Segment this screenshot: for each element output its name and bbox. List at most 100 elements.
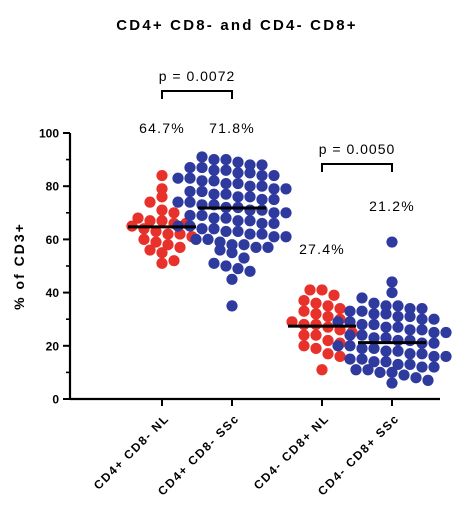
data-point [310,318,322,331]
data-point [232,225,244,238]
data-point [386,236,398,248]
data-point [256,217,268,230]
data-point [356,329,368,341]
y-axis-label: % of CD3+ [11,222,27,310]
data-point [322,334,334,347]
data-point [440,350,452,363]
data-point [298,294,310,307]
mean-label: 64.7% [139,120,185,136]
data-point [268,217,280,230]
data-point [428,313,440,325]
data-point [232,215,244,227]
data-point [404,348,416,360]
data-point [162,228,174,240]
data-point [416,313,428,325]
data-point [422,374,434,386]
data-point [144,196,156,208]
data-point [156,247,168,259]
data-point [334,302,346,315]
data-point [404,358,416,371]
data-point [256,159,268,171]
data-point [428,337,440,349]
y-tick-label: 20 [46,339,60,353]
data-point [132,212,144,224]
data-point [232,263,244,275]
data-point [410,372,422,384]
data-point [298,305,310,317]
data-point [262,241,274,253]
data-point [220,177,232,190]
data-point [332,340,344,352]
data-point [208,257,220,269]
data-point [156,204,168,216]
data-point [368,297,380,309]
data-point [244,167,256,179]
data-point [256,204,268,216]
data-point [226,247,238,259]
data-point [404,324,416,336]
p-value-label: p = 0.0050 [319,141,396,157]
data-point [304,284,316,296]
x-tick-label: CD4- CD8+ NL [251,411,332,492]
data-point [196,161,208,174]
data-point [226,273,238,285]
data-point [398,369,410,381]
data-point [196,209,208,222]
data-point [316,364,328,376]
data-point [380,345,392,357]
mean-labels: 64.7% 71.8% 27.4% 21.2% [139,120,414,257]
data-point [368,308,380,320]
data-point [392,321,404,333]
data-point [298,318,310,331]
data-point [416,348,428,360]
data-point [156,183,168,195]
data-point [232,167,244,179]
data-point [310,297,322,309]
data-point [416,302,428,315]
data-point [220,260,232,272]
p-value-brackets: p = 0.0072 p = 0.0050 [159,68,396,172]
data-point [214,236,226,248]
data-point [322,310,334,323]
data-point [150,225,162,238]
y-tick-label: 0 [52,393,59,407]
data-points [126,151,452,389]
data-point [172,172,184,184]
data-point [256,169,268,182]
data-point [250,241,262,253]
data-point [208,188,220,200]
data-point [380,356,392,368]
data-point [298,340,310,352]
data-point [428,350,440,363]
p-value-label: p = 0.0072 [159,68,236,84]
data-point [208,154,220,166]
data-point [368,332,380,344]
data-point [144,244,156,256]
data-point [344,340,356,352]
data-point [256,193,268,206]
data-point [386,366,398,378]
data-point [238,239,250,251]
chart-title: CD4+ CD8- and CD4- CD8+ [116,17,357,34]
mean-label: 27.4% [299,241,345,257]
data-point [322,348,334,360]
data-point [162,239,174,251]
data-point [380,332,392,344]
data-point [226,300,238,312]
data-point [208,212,220,224]
data-point [310,308,322,320]
data-point [184,172,196,184]
data-point [156,215,168,227]
data-point [190,233,202,245]
data-point [416,324,428,336]
data-point [362,364,374,376]
data-point [298,329,310,341]
y-tick-label: 100 [39,127,59,141]
data-point [220,154,232,166]
data-point [156,191,168,203]
data-point [244,191,256,203]
data-point [244,265,256,277]
data-point [196,223,208,235]
data-point [172,196,184,208]
